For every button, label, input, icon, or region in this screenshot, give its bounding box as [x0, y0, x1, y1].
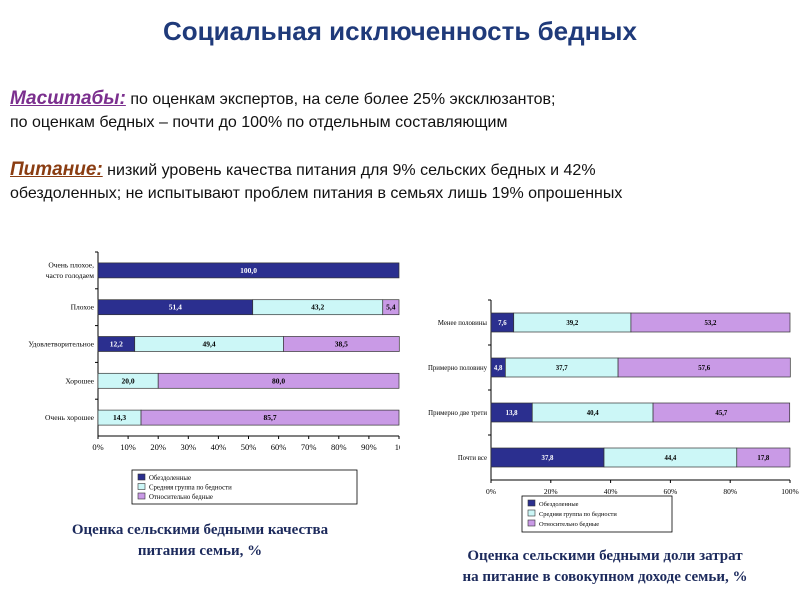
legend-box [521, 495, 673, 533]
value-label: 38,5 [335, 340, 348, 349]
x-tick-label: 60% [271, 442, 287, 452]
legend-swatch [527, 509, 536, 517]
legend-entry: Обездоленные [149, 475, 191, 482]
nutrition-line-1: низкий уровень качества питания для 9% с… [107, 162, 596, 179]
value-label: 45,7 [715, 410, 727, 417]
x-tick-label: 40% [604, 487, 618, 496]
bar-segment [382, 299, 400, 316]
category-label: Плохое [71, 303, 95, 312]
value-label: 37,8 [542, 455, 554, 462]
bar-segment [97, 262, 400, 279]
category-label: Хорошее [65, 376, 94, 385]
legend-swatch [527, 499, 536, 507]
bar-segment [140, 409, 400, 426]
x-tick-label: 80% [723, 487, 737, 496]
food-share-chart-svg: Менее половины 7,6 39,2 53,2 Примерно полови… [428, 299, 799, 533]
page-title: Социальная исключенность бедных [163, 16, 637, 46]
food-share-caption-line-2: на питание в совокупном доходе семьи, % [462, 569, 748, 585]
category-label: Почти все [458, 455, 487, 462]
value-label: 43,2 [311, 303, 324, 312]
value-label: 44,4 [664, 455, 676, 462]
value-label: 40,4 [587, 410, 599, 417]
legend-entry: Средняя группа по бедности [539, 511, 617, 518]
legend-entry: Обездоленные [539, 501, 579, 508]
value-label: 53,2 [705, 320, 717, 327]
value-label: 37,7 [556, 365, 568, 372]
value-label: 85,7 [263, 413, 276, 422]
category-label: Менее половины [438, 320, 488, 327]
x-tick-label: 20% [150, 442, 166, 452]
legend-box [131, 469, 358, 505]
scale-label: Масштабы: [10, 88, 126, 109]
value-label: 51,4 [169, 303, 182, 312]
value-label: 4,8 [494, 365, 503, 372]
x-tick-label: 10% [120, 442, 136, 452]
legend-entry: Средняя группа по бедности [149, 485, 232, 492]
bar-segment [630, 312, 791, 333]
food-quality-caption-line-1: Оценка сельскими бедными качества [71, 522, 329, 538]
scale-line-2: по оценкам бедных – почти до 100% по отд… [10, 114, 508, 131]
category-label: Удовлетворительное [28, 340, 94, 349]
value-label: 39,2 [566, 320, 578, 327]
legend-swatch [137, 492, 146, 500]
value-label: 12,2 [110, 340, 123, 349]
value-label: 80,0 [272, 376, 285, 385]
nutrition-paragraph: Питание: низкий уровень качества питания… [10, 158, 790, 205]
value-label: 49,4 [203, 340, 216, 349]
legend-entry: Относительно бедные [539, 521, 599, 528]
category-label: Примерно две трети [428, 410, 487, 417]
x-tick-label: 40% [211, 442, 227, 452]
bar-segment [652, 402, 791, 423]
value-label: 7,6 [498, 320, 507, 327]
x-tick-label: 0% [92, 442, 103, 452]
x-tick-label: 50% [241, 442, 257, 452]
value-label: 14,3 [113, 413, 126, 422]
value-label: 5,4 [386, 303, 396, 312]
value-label: 100,0 [240, 266, 257, 275]
bar-segment [736, 447, 791, 468]
food-share-caption: Оценка сельскими бедными доли затрат на … [410, 546, 800, 588]
legend-swatch [137, 483, 146, 490]
x-tick-label: 60% [664, 487, 678, 496]
x-tick-label: 30% [181, 442, 197, 452]
legend-entry: Относительно бедные [149, 494, 213, 501]
scale-paragraph: Масштабы: по оценкам экспертов, на селе … [10, 87, 790, 134]
category-label: часто голодаем [46, 271, 95, 280]
category-label: Очень хорошее [45, 413, 95, 422]
food-quality-caption-line-2: питания семьи, % [137, 543, 263, 559]
food-quality-caption: Оценка сельскими бедными качества питани… [30, 520, 370, 562]
value-label: 57,6 [698, 365, 710, 372]
x-tick-label: 70% [301, 442, 317, 452]
nutrition-label: Питание: [10, 159, 103, 180]
x-tick-label: 80% [331, 442, 347, 452]
value-label: 20,0 [122, 376, 135, 385]
x-tick-label: 90% [361, 442, 377, 452]
legend-swatch [527, 519, 536, 527]
food-share-chart: Менее половины 7,6 39,2 53,2 Примерно полови… [400, 288, 800, 540]
legend-swatch [137, 473, 146, 481]
food-quality-chart: Очень плохое, часто голодаем 100,0 Плохое 51… [2, 244, 430, 512]
scale-line-1: по оценкам экспертов, на селе более 25% … [130, 91, 556, 108]
category-label: Очень плохое, [48, 261, 94, 270]
value-label: 17,8 [757, 455, 769, 462]
x-tick-label: 100% [781, 487, 799, 496]
value-label: 13,8 [506, 410, 518, 417]
bar-segment [157, 372, 400, 389]
x-tick-label: 10 [395, 442, 404, 452]
bar-segment [283, 336, 400, 352]
food-quality-chart-svg: Очень плохое,часто голодаем 100,0 Плохое 51… [28, 251, 404, 505]
food-share-caption-line-1: Оценка сельскими бедными доли затрат [467, 548, 743, 564]
category-label: Примерно половину [428, 365, 488, 372]
bar-segment [617, 357, 791, 378]
nutrition-line-2: обездоленных; не испытывают проблем пита… [10, 185, 623, 202]
x-tick-label: 0% [486, 487, 496, 496]
x-tick-label: 20% [544, 487, 558, 496]
